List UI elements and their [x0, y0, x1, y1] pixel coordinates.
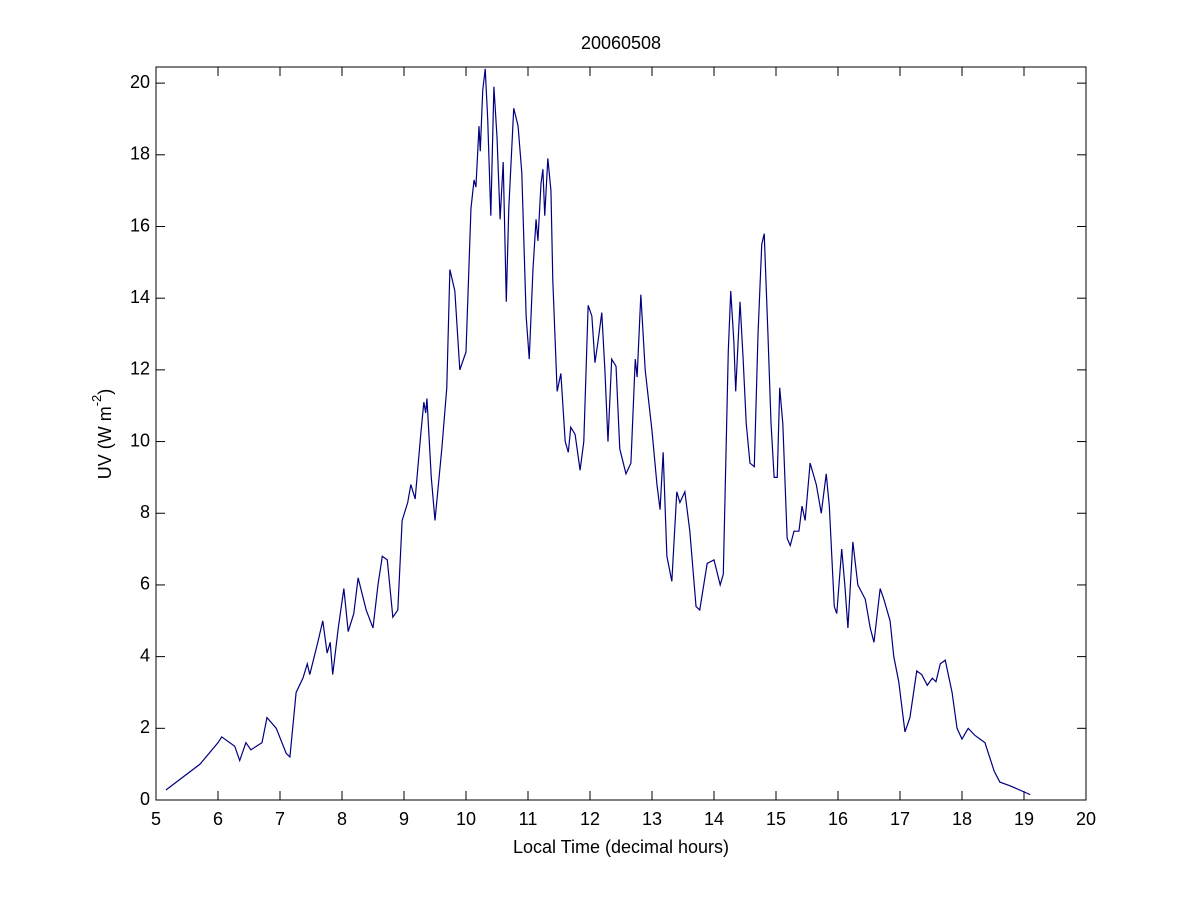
x-tick-label: 19: [1014, 809, 1034, 829]
y-tick-label: 4: [140, 645, 150, 665]
y-tick-label: 18: [130, 144, 150, 164]
y-tick-label: 0: [140, 789, 150, 809]
plot-area: [155, 66, 1087, 801]
x-tick-label: 18: [952, 809, 972, 829]
x-tick-label: 10: [456, 809, 476, 829]
x-tick-label: 16: [828, 809, 848, 829]
y-tick-label: 14: [130, 287, 150, 307]
y-label-end: ): [95, 389, 115, 395]
x-tick-label: 8: [337, 809, 347, 829]
x-tick-label: 7: [275, 809, 285, 829]
x-tick-label: 17: [890, 809, 910, 829]
x-tick-label: 20: [1076, 809, 1096, 829]
x-tick-label: 11: [519, 809, 538, 829]
y-tick-label: 2: [140, 717, 150, 737]
chart-title: 20060508: [581, 33, 661, 53]
y-tick-label: 16: [130, 215, 150, 235]
y-label-superscript: -2: [89, 395, 104, 407]
data-line: [165, 68, 1031, 796]
y-tick-label: 12: [130, 359, 150, 379]
y-tick-label: 8: [140, 502, 150, 522]
y-axis-label: UV (W m-2): [89, 389, 114, 480]
x-tick-label: 13: [642, 809, 662, 829]
y-label-main: UV (W m: [95, 406, 115, 479]
y-tick-label: 20: [130, 72, 150, 92]
x-tick-label: 14: [704, 809, 724, 829]
x-tick-label: 9: [399, 809, 409, 829]
x-tick-label: 6: [213, 809, 223, 829]
x-axis-label: Local Time (decimal hours): [513, 837, 729, 857]
x-tick-label: 15: [766, 809, 786, 829]
x-tick-label: 12: [580, 809, 600, 829]
x-tick-label: 5: [151, 809, 161, 829]
y-tick-label: 6: [140, 574, 150, 594]
y-tick-label: 10: [130, 430, 150, 450]
